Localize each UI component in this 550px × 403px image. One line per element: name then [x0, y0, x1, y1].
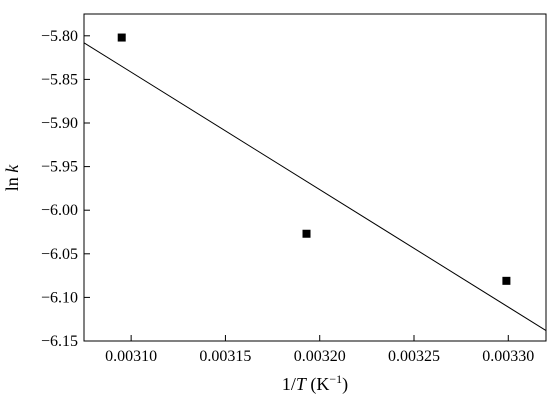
- data-point-square: [302, 229, 311, 238]
- y-tick-label: −6.05: [41, 246, 78, 263]
- fit-line-group: [83, 42, 547, 331]
- plot-frame: [83, 13, 547, 342]
- y-tick-label: −5.80: [41, 28, 78, 45]
- x-tick-label: 0.00310: [105, 348, 157, 365]
- x-tick-label: 0.00325: [388, 348, 440, 365]
- x-axis-label: 1/T (K−1): [282, 372, 348, 395]
- x-tick-label: 0.00320: [294, 348, 346, 365]
- data-points: [117, 33, 511, 285]
- fit-line: [83, 42, 547, 331]
- plot-area: [83, 13, 547, 342]
- x-tick-label: 0.00330: [482, 348, 534, 365]
- y-tick-label: −6.10: [41, 289, 78, 306]
- y-tick-label: −6.15: [41, 333, 78, 350]
- y-axis-label: ln k: [2, 164, 22, 192]
- y-tick-label: −5.95: [41, 159, 78, 176]
- data-point-square: [117, 33, 126, 42]
- data-point-square: [502, 276, 511, 285]
- x-tick-label: 0.00315: [199, 348, 251, 365]
- x-axis-ticks: 0.00310 0.00315 0.00320 0.00325 0.00330: [105, 335, 534, 365]
- y-tick-label: −5.85: [41, 71, 78, 88]
- y-tick-label: −5.90: [41, 115, 78, 132]
- y-axis-ticks: −5.80 −5.85 −5.90 −5.95 −6.00 −6.05 −6.10 −6.15: [41, 28, 90, 350]
- y-tick-label: −6.00: [41, 202, 78, 219]
